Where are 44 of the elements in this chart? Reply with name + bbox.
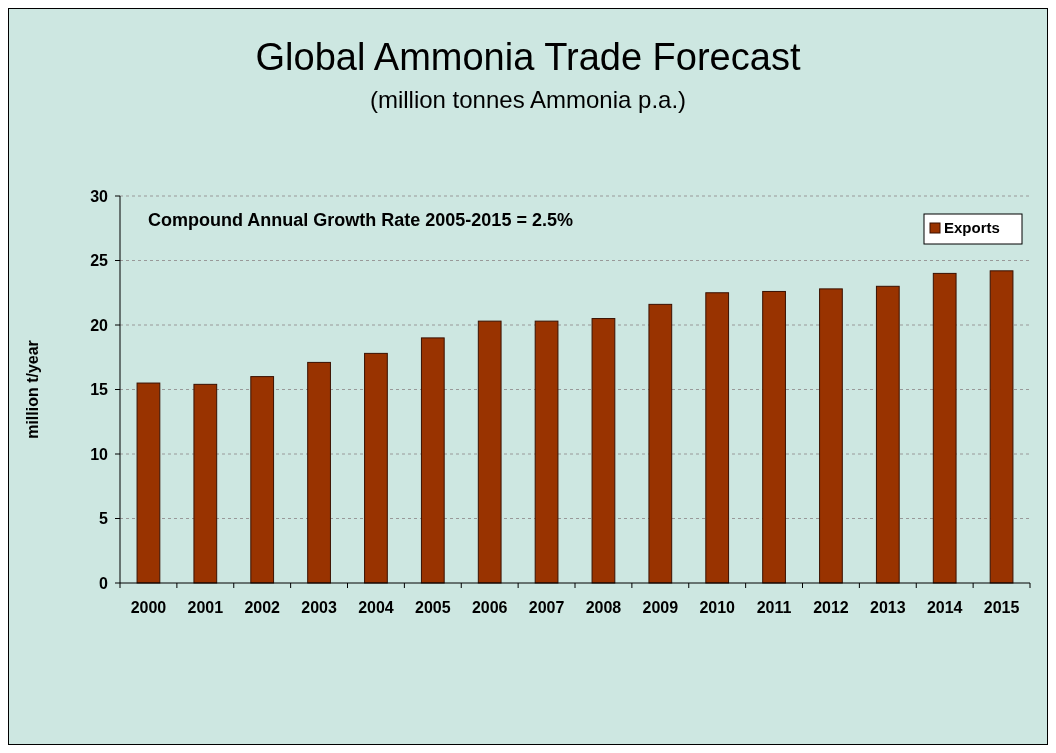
x-tick-label: 2002 — [244, 599, 281, 616]
bar — [364, 352, 388, 584]
x-tick-label: 2007 — [528, 599, 565, 616]
bar — [477, 320, 502, 584]
bar — [648, 303, 673, 584]
y-tick-label: 20 — [90, 316, 109, 334]
y-tick-label: 0 — [99, 574, 109, 592]
y-tick-label: 15 — [90, 381, 109, 399]
bar — [932, 272, 957, 584]
x-tick-label: 2001 — [187, 599, 224, 616]
x-tick-label: 2010 — [699, 599, 736, 616]
x-tick-label: 2012 — [813, 599, 849, 616]
legend-label: Exports — [944, 219, 1000, 236]
bar — [307, 361, 331, 584]
y-axis-title: million t/year — [24, 340, 41, 439]
chart-title: Global Ammonia Trade Forecast — [255, 36, 801, 78]
x-tick-label: 2004 — [358, 599, 394, 616]
x-tick-label: 2005 — [415, 599, 451, 616]
bar — [875, 285, 900, 584]
bar — [591, 318, 616, 584]
y-tick-label: 5 — [99, 510, 109, 528]
x-tick-label: 2006 — [471, 599, 508, 616]
chart-subtitle: (million tonnes Ammonia p.a.) — [369, 86, 687, 113]
bar — [989, 270, 1014, 584]
y-tick-label: 30 — [90, 187, 109, 205]
y-tick-label: 10 — [90, 445, 109, 463]
bar — [762, 290, 786, 584]
x-tick-label: 2011 — [756, 599, 792, 616]
x-tick-label: 2003 — [301, 599, 337, 616]
x-tick-label: 2013 — [870, 599, 906, 616]
y-tick-label: 25 — [90, 252, 109, 270]
annotation: Compound Annual Growth Rate 2005-2015 = 2.5% — [148, 210, 573, 230]
x-tick-label: 2014 — [926, 599, 963, 616]
x-tick-label: 2008 — [585, 599, 622, 616]
bar — [136, 382, 161, 584]
bar — [420, 337, 445, 584]
bar — [534, 320, 559, 584]
x-tick-label: 2009 — [642, 599, 679, 616]
x-tick-label: 2015 — [983, 599, 1020, 616]
bar — [250, 376, 275, 584]
bar — [193, 383, 218, 584]
bar — [705, 292, 730, 584]
bar — [819, 288, 843, 584]
x-tick-label: 2000 — [130, 599, 167, 616]
